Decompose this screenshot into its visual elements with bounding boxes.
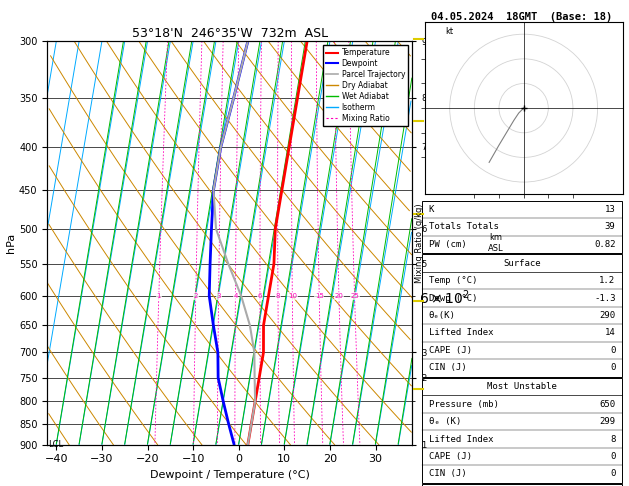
Text: 0: 0 xyxy=(610,364,615,372)
Text: CIN (J): CIN (J) xyxy=(429,364,466,372)
Text: 8: 8 xyxy=(276,293,281,299)
Text: Lifted Index: Lifted Index xyxy=(429,329,493,337)
Text: 8: 8 xyxy=(610,434,615,444)
Text: 1: 1 xyxy=(157,293,161,299)
Text: CIN (J): CIN (J) xyxy=(429,469,466,478)
Text: 6: 6 xyxy=(258,293,262,299)
Text: LCL: LCL xyxy=(48,440,64,449)
Text: CAPE (J): CAPE (J) xyxy=(429,346,472,355)
Y-axis label: hPa: hPa xyxy=(6,233,16,253)
Text: CAPE (J): CAPE (J) xyxy=(429,452,472,461)
Text: 39: 39 xyxy=(604,222,615,231)
Text: 04.05.2024  18GMT  (Base: 18): 04.05.2024 18GMT (Base: 18) xyxy=(431,12,613,22)
Text: Surface: Surface xyxy=(503,259,541,268)
Bar xyxy=(423,378,621,483)
Text: Totals Totals: Totals Totals xyxy=(429,222,499,231)
Text: 299: 299 xyxy=(599,417,615,426)
X-axis label: Dewpoint / Temperature (°C): Dewpoint / Temperature (°C) xyxy=(150,470,309,480)
Text: K: K xyxy=(429,205,434,214)
Text: 0: 0 xyxy=(610,452,615,461)
Text: θₑ (K): θₑ (K) xyxy=(429,417,461,426)
Legend: Temperature, Dewpoint, Parcel Trajectory, Dry Adiabat, Wet Adiabat, Isotherm, Mi: Temperature, Dewpoint, Parcel Trajectory… xyxy=(323,45,408,126)
Text: 1.2: 1.2 xyxy=(599,276,615,285)
Text: 10: 10 xyxy=(288,293,297,299)
Text: 14: 14 xyxy=(604,329,615,337)
Text: -1.3: -1.3 xyxy=(594,294,615,302)
Bar xyxy=(423,254,621,377)
Text: 20: 20 xyxy=(335,293,343,299)
Text: 3: 3 xyxy=(216,293,221,299)
Text: Mixing Ratio (g/kg): Mixing Ratio (g/kg) xyxy=(415,203,424,283)
Text: 0: 0 xyxy=(610,346,615,355)
Text: 13: 13 xyxy=(604,205,615,214)
Text: Temp (°C): Temp (°C) xyxy=(429,276,477,285)
Text: 0: 0 xyxy=(610,469,615,478)
Text: kt: kt xyxy=(445,27,453,36)
Bar xyxy=(423,484,621,486)
Text: 650: 650 xyxy=(599,399,615,409)
Text: Dewp (°C): Dewp (°C) xyxy=(429,294,477,302)
Text: PW (cm): PW (cm) xyxy=(429,240,466,249)
Text: Lifted Index: Lifted Index xyxy=(429,434,493,444)
Title: 53°18'N  246°35'W  732m  ASL: 53°18'N 246°35'W 732m ASL xyxy=(131,27,328,40)
Text: θₑ(K): θₑ(K) xyxy=(429,311,455,320)
Text: 2: 2 xyxy=(194,293,198,299)
Text: 0.82: 0.82 xyxy=(594,240,615,249)
Text: 15: 15 xyxy=(314,293,324,299)
Text: 290: 290 xyxy=(599,311,615,320)
Bar xyxy=(423,201,621,253)
Text: 25: 25 xyxy=(350,293,359,299)
Text: 4: 4 xyxy=(233,293,238,299)
Text: Pressure (mb): Pressure (mb) xyxy=(429,399,499,409)
Y-axis label: km
ASL: km ASL xyxy=(487,233,503,253)
Text: Most Unstable: Most Unstable xyxy=(487,382,557,391)
